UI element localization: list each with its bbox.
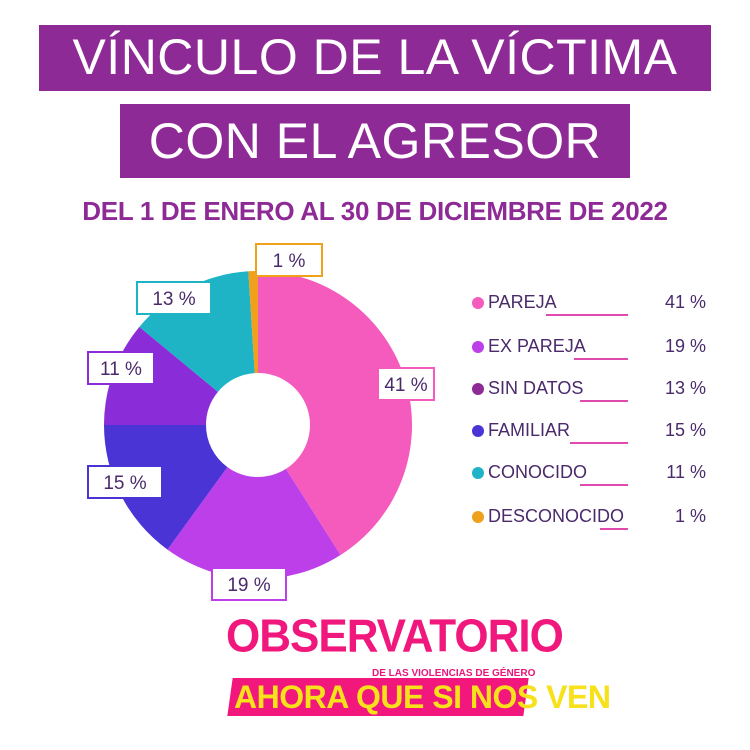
logo-tagline: AHORA QUE SI NOS VEN	[234, 679, 611, 715]
data-label-familiar: 15 %	[87, 465, 163, 499]
legend-dot	[472, 297, 484, 309]
chart-subtitle: DEL 1 DE ENERO AL 30 DE DICIEMBRE DE 202…	[82, 196, 668, 226]
legend-label: CONOCIDO	[488, 462, 587, 482]
legend-label: FAMILIAR	[488, 420, 571, 440]
data-label-sin-datos: 11 %	[87, 351, 155, 385]
legend-label: EX PAREJA	[488, 336, 586, 356]
legend-leader-line	[600, 528, 628, 530]
legend-value: 41 %	[664, 292, 706, 312]
data-label-ex-pareja: 19 %	[211, 567, 287, 601]
data-label-pareja: 41 %	[377, 367, 435, 401]
legend-item-ex-pareja: EX PAREJA 19 %	[470, 334, 720, 364]
legend-leader-line	[546, 314, 628, 316]
legend-dot	[472, 511, 484, 523]
legend-item-familiar: FAMILIAR 15 %	[470, 418, 720, 448]
legend-value: 1 %	[674, 506, 706, 526]
legend-label: DESCONOCIDO	[488, 506, 625, 526]
legend-label: SIN DATOS	[488, 378, 584, 398]
title-line-1: VÍNCULO DE LA VÍCTIMA	[39, 25, 711, 91]
svg-text:41 %: 41 %	[384, 375, 427, 396]
legend-value: 11 %	[666, 462, 706, 482]
legend-dot	[472, 467, 484, 479]
legend-value: 15 %	[664, 420, 706, 440]
logo-subtitle: DE LAS VIOLENCIAS DE GÉNERO	[372, 668, 536, 679]
svg-text:11 %: 11 %	[100, 359, 142, 380]
legend-item-pareja: PAREJA 41 %	[470, 290, 720, 320]
legend-value: 19 %	[664, 336, 706, 356]
legend-value: 13 %	[664, 378, 706, 398]
legend-leader-line	[570, 442, 628, 444]
legend-dot	[472, 425, 484, 437]
slice-ex-pareja	[167, 467, 341, 579]
slice-familiar	[104, 425, 228, 550]
legend-item-conocido: CONOCIDO 11 %	[470, 460, 720, 490]
observatorio-logo: OBSERVATORIO DE LAS VIOLENCIAS DE GÉNERO…	[226, 610, 611, 720]
legend-item-desconocido: DESCONOCIDO 1 %	[470, 504, 720, 534]
legend-leader-line	[580, 400, 628, 402]
data-label-conocido: 13 %	[136, 281, 212, 315]
svg-text:1 %: 1 %	[273, 251, 306, 272]
slice-desconocido	[248, 271, 258, 374]
legend-dot	[472, 383, 484, 395]
title-line-2: CON EL AGRESOR	[120, 104, 630, 178]
legend-leader-line	[580, 484, 628, 486]
legend-label: PAREJA	[488, 292, 557, 312]
slice-pareja	[258, 271, 413, 556]
data-label-desconocido: 1 %	[255, 243, 323, 277]
svg-text:19 %: 19 %	[227, 575, 270, 596]
legend-dot	[472, 341, 484, 353]
legend-item-sin-datos: SIN DATOS 13 %	[470, 376, 720, 406]
svg-text:13 %: 13 %	[152, 289, 195, 310]
legend-leader-line	[574, 358, 628, 360]
logo-main-text: OBSERVATORIO	[226, 610, 564, 663]
svg-text:15 %: 15 %	[103, 473, 146, 494]
